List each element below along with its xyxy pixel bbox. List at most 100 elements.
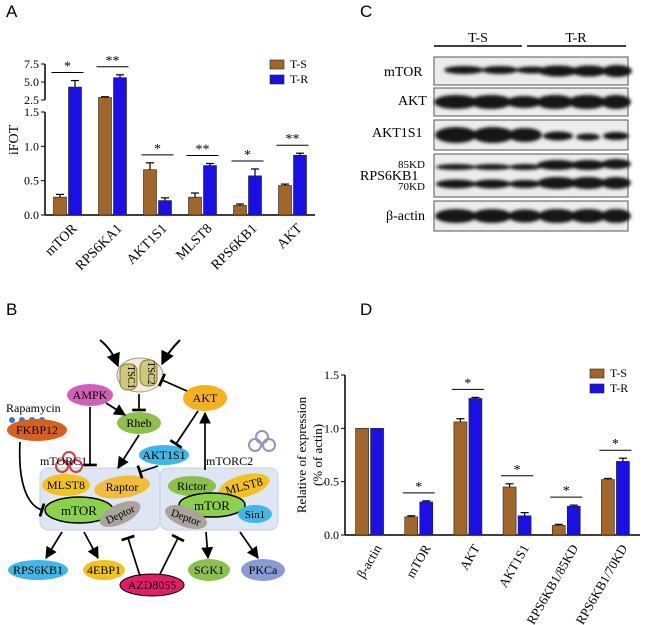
band	[536, 95, 574, 109]
bar-t-r	[370, 428, 384, 536]
band	[537, 160, 577, 170]
x-tick-label: RPS6KA1	[73, 221, 125, 273]
band	[482, 66, 518, 74]
mtorc1-label: mTORC1	[40, 454, 87, 468]
x-tick-label: AKT1S1	[496, 542, 532, 590]
sgk1-node	[188, 559, 230, 581]
tsc1-label: TSC1	[125, 365, 136, 388]
biohazard-icon	[248, 430, 276, 452]
panel-label-c: C	[360, 2, 373, 21]
band	[601, 159, 631, 169]
band	[570, 177, 606, 189]
bar-t-r	[517, 515, 532, 536]
rheb-label: Rheb	[126, 416, 151, 430]
sgk1-label: SGK1	[194, 563, 224, 577]
band	[473, 164, 511, 170]
pathway-diagram: TSC1 TSC2 AMPK Rapamycin FKBP12 Rheb AKT…	[6, 339, 285, 597]
mtorc2-label: mTORC2	[206, 454, 253, 468]
blot-label-mtor: mTOR	[384, 65, 423, 80]
bar-t-r	[68, 86, 82, 216]
bar-t-s	[355, 428, 369, 536]
bar-t-r	[616, 461, 630, 536]
x-tick-label: AKT1S1	[124, 221, 170, 267]
azd8055-node	[119, 573, 185, 597]
y-tick-label: 1.0	[324, 421, 339, 435]
rapamycin-label: Rapamycin	[6, 401, 61, 415]
y-tick-label: 7.5	[24, 57, 39, 71]
mlst8-node	[42, 474, 90, 496]
band	[470, 95, 512, 109]
significance-mark: *	[415, 480, 422, 495]
y-axis-label: iFOT	[7, 124, 22, 155]
band	[508, 128, 542, 142]
pkca-label: PKCa	[249, 563, 278, 577]
akt-label: AKT	[193, 391, 218, 405]
bar-t-s	[601, 479, 615, 536]
deptor-node	[99, 501, 141, 527]
marker-70kd: 70KD	[398, 181, 425, 193]
fkbp12-node	[7, 419, 67, 441]
y-tick-label: 0.5	[24, 174, 39, 188]
band	[571, 65, 607, 77]
band	[576, 133, 600, 141]
tsc2-label: TSC2	[145, 361, 156, 384]
legend-swatch	[589, 383, 605, 394]
4ebp1-node	[83, 560, 125, 580]
band	[472, 127, 514, 143]
x-tick-label: RPS6KB1/85KD	[523, 542, 581, 625]
bar-t-s	[143, 169, 157, 216]
legend-label: T-R	[290, 72, 308, 86]
band	[444, 66, 484, 74]
significance-mark: *	[464, 376, 471, 391]
significance-mark: **	[196, 143, 210, 158]
mtor-label: mTOR	[61, 503, 97, 518]
bar-t-s	[453, 421, 468, 536]
x-tick-label: MLST8	[174, 221, 216, 263]
sin1-node	[238, 505, 272, 523]
western-blot: T-S T-R mTOR AKT AKT1S1 RPS6KB1 β-actin …	[360, 31, 632, 232]
band	[537, 177, 577, 189]
mtor-label-2: mTOR	[194, 498, 230, 513]
azd8055-label: AZD8055	[128, 578, 177, 592]
x-tick-label: RPS6KB1	[209, 221, 261, 273]
band	[472, 209, 512, 223]
significance-mark: *	[514, 463, 521, 478]
pkca-node	[241, 559, 285, 581]
legend-swatch	[269, 74, 285, 85]
bar-t-s	[188, 196, 202, 216]
bar-t-r	[158, 200, 172, 216]
fkbp12-label: FKBP12	[16, 423, 58, 437]
significance-mark: *	[563, 484, 570, 499]
band	[568, 95, 606, 109]
rictor-label: Rictor	[177, 479, 207, 493]
raptor-label: Raptor	[106, 480, 139, 494]
rictor-node	[168, 476, 216, 496]
band	[601, 177, 631, 189]
bar-t-r	[419, 501, 434, 536]
band	[509, 180, 541, 188]
blot-label-akt1s1: AKT1S1	[372, 126, 423, 141]
biohazard-icon	[55, 451, 83, 473]
akt-node	[183, 385, 227, 411]
band	[509, 164, 541, 170]
raptor-node	[94, 475, 150, 499]
band	[436, 164, 476, 170]
significance-mark: *	[64, 60, 71, 75]
tsc-complex: TSC1 TSC2	[116, 357, 164, 393]
y-tick-label: 0.0	[324, 528, 339, 542]
significance-mark: *	[612, 437, 619, 452]
legend-label: T-R	[610, 381, 628, 395]
band	[570, 209, 606, 223]
band	[538, 65, 578, 77]
bar-t-r	[113, 77, 127, 216]
y-axis-label: Relative of expression	[294, 396, 309, 513]
legend-label: T-S	[610, 366, 627, 380]
panel-label-b: B	[6, 300, 18, 319]
ts-group-label: T-S	[468, 31, 488, 46]
blot-label-actin: β-actin	[386, 209, 425, 224]
bar-t-r	[203, 165, 217, 216]
y-tick-label: 0.0	[24, 208, 39, 222]
x-tick-label: mTOR	[403, 542, 434, 581]
bar-t-s	[53, 196, 67, 216]
rheb-node	[117, 412, 161, 434]
